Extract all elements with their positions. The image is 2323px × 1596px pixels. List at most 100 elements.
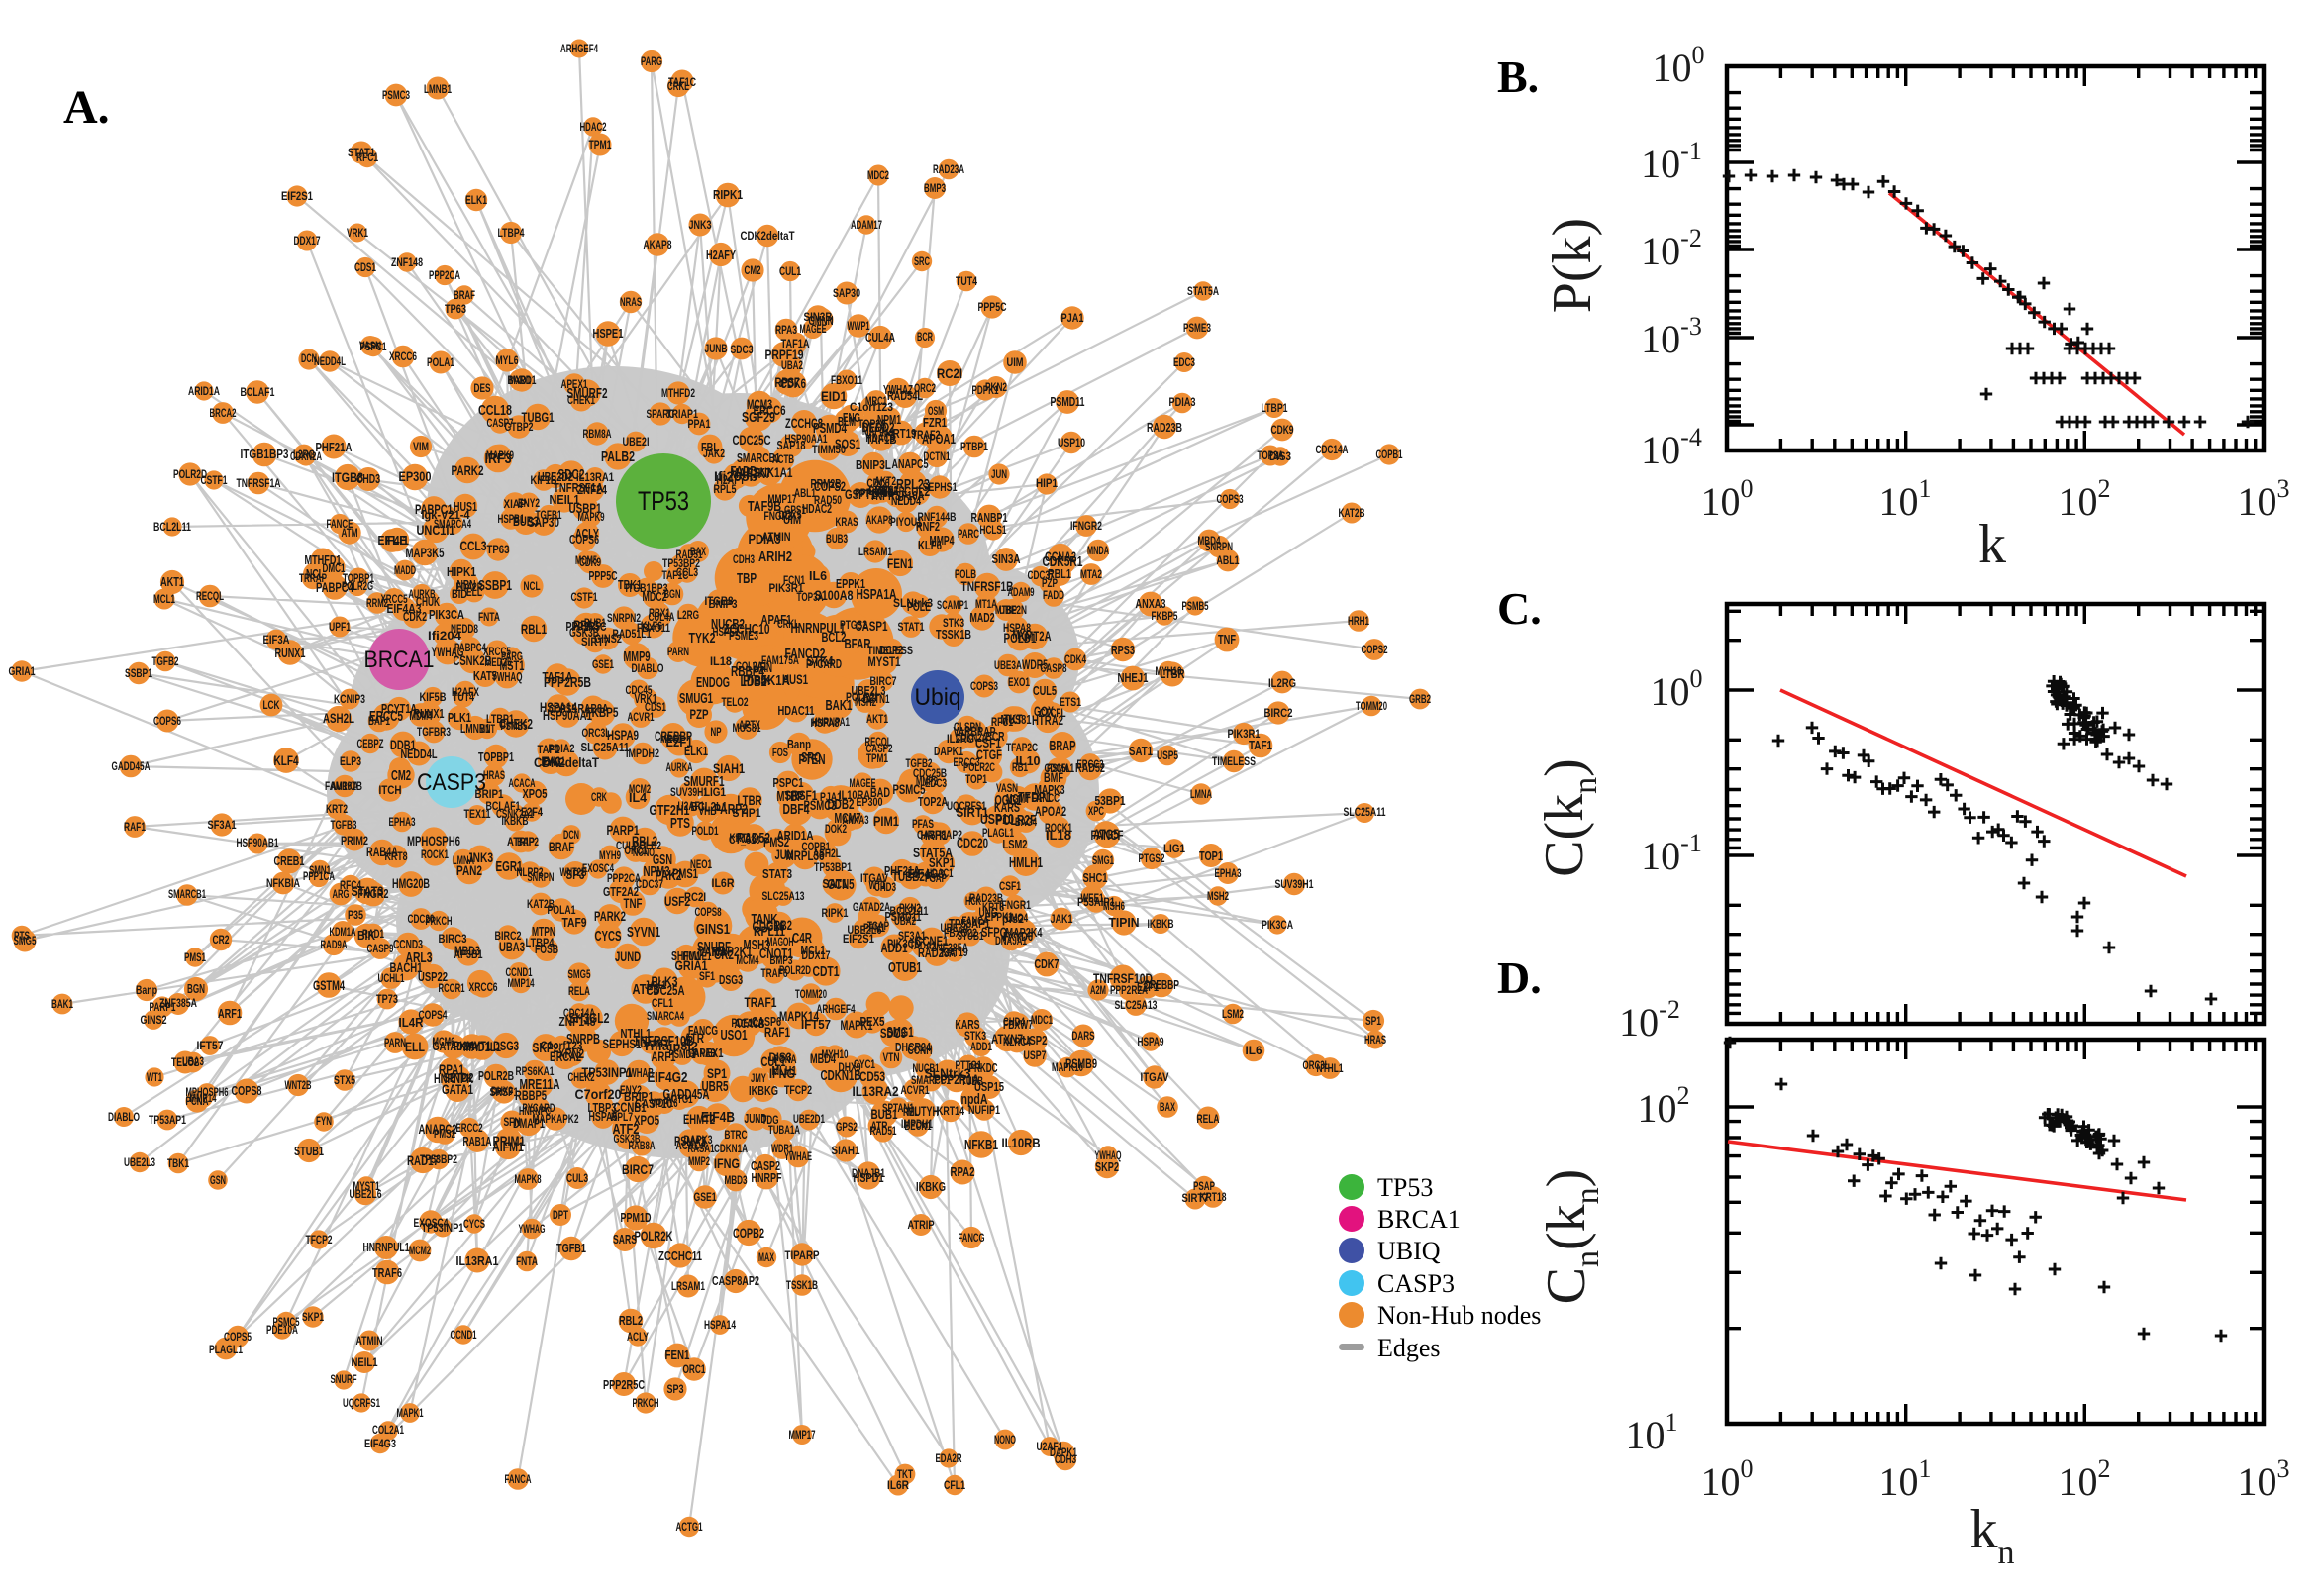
svg-text:PTEN: PTEN bbox=[799, 752, 826, 768]
svg-text:CUL3: CUL3 bbox=[566, 1173, 588, 1185]
svg-text:BCL2: BCL2 bbox=[822, 630, 847, 645]
svg-text:COPS3: COPS3 bbox=[1217, 494, 1244, 506]
svg-text:ARID1A: ARID1A bbox=[188, 386, 220, 398]
svg-text:TUT4: TUT4 bbox=[956, 276, 977, 288]
svg-text:MDC1: MDC1 bbox=[1031, 1014, 1053, 1027]
svg-text:EDC3: EDC3 bbox=[1173, 357, 1195, 369]
svg-text:CDC20: CDC20 bbox=[408, 914, 435, 926]
svg-text:HRAS: HRAS bbox=[1364, 1035, 1386, 1047]
svg-text:EP300: EP300 bbox=[399, 468, 432, 484]
svg-text:TADA3: TADA3 bbox=[910, 941, 937, 952]
svg-text:DIS3: DIS3 bbox=[769, 1050, 792, 1064]
svg-text:SLC25A11: SLC25A11 bbox=[581, 740, 630, 754]
svg-text:ENDOG: ENDOG bbox=[696, 675, 730, 691]
svg-text:EPHA3: EPHA3 bbox=[1215, 868, 1242, 880]
svg-text:IL6R: IL6R bbox=[887, 1480, 910, 1492]
svg-text:UBR5: UBR5 bbox=[702, 1079, 729, 1095]
svg-text:BMP3: BMP3 bbox=[924, 183, 946, 195]
svg-text:PARG: PARG bbox=[641, 55, 662, 68]
svg-text:CEBPZ: CEBPZ bbox=[357, 739, 384, 750]
svg-text:CULPOLD2: CULPOLD2 bbox=[616, 839, 661, 852]
svg-text:MTA2: MTA2 bbox=[1080, 569, 1102, 581]
svg-text:A2M: A2M bbox=[1090, 985, 1106, 997]
svg-text:MBD4: MBD4 bbox=[1198, 534, 1221, 548]
svg-text:BRAF: BRAF bbox=[454, 290, 475, 302]
svg-text:DPT: DPT bbox=[553, 1210, 568, 1222]
svg-text:MMP14: MMP14 bbox=[190, 1093, 217, 1105]
svg-text:C1orf123: C1orf123 bbox=[850, 401, 893, 414]
svg-text:LMNA: LMNA bbox=[1190, 789, 1212, 801]
svg-text:SMG5: SMG5 bbox=[568, 967, 591, 981]
svg-text:IMPDH2: IMPDH2 bbox=[626, 747, 659, 760]
svg-text:NUCB2: NUCB2 bbox=[711, 617, 745, 633]
svg-text:PSPC1: PSPC1 bbox=[360, 342, 387, 353]
svg-text:HRH1: HRH1 bbox=[1348, 616, 1369, 628]
svg-text:BMF: BMF bbox=[1044, 769, 1063, 785]
svg-text:NEO1: NEO1 bbox=[690, 859, 712, 871]
svg-text:COPS8: COPS8 bbox=[695, 907, 722, 919]
svg-text:PRKDC: PRKDC bbox=[969, 1061, 998, 1075]
svg-text:MADD: MADD bbox=[394, 565, 416, 577]
svg-text:ORC1: ORC1 bbox=[683, 1362, 706, 1376]
svg-text:ANXA3: ANXA3 bbox=[1136, 596, 1166, 611]
svg-text:BTRC: BTRC bbox=[725, 1128, 748, 1142]
svg-text:MAD2: MAD2 bbox=[970, 610, 995, 625]
svg-text:TNFRSF1A: TNFRSF1A bbox=[237, 476, 281, 490]
svg-text:TOP1: TOP1 bbox=[1199, 849, 1223, 863]
svg-text:RBM8A: RBM8A bbox=[583, 427, 612, 441]
svg-text:HNRNPUL1: HNRNPUL1 bbox=[363, 1241, 410, 1254]
svg-text:TNF: TNF bbox=[1218, 632, 1236, 647]
svg-text:FEN1: FEN1 bbox=[665, 1347, 690, 1362]
svg-text:BAG4: BAG4 bbox=[1015, 817, 1037, 829]
svg-text:KDM1A: KDM1A bbox=[330, 927, 356, 939]
svg-text:S100A8: S100A8 bbox=[815, 587, 854, 603]
svg-text:RPA3: RPA3 bbox=[775, 323, 797, 337]
svg-text:COPS8: COPS8 bbox=[232, 1083, 262, 1098]
svg-text:ABL1: ABL1 bbox=[1217, 553, 1240, 567]
svg-text:FANCA: FANCA bbox=[505, 1474, 532, 1486]
svg-text:BIRC2: BIRC2 bbox=[1264, 706, 1293, 720]
svg-text:COL2A1: COL2A1 bbox=[372, 1425, 404, 1437]
svg-text:DIABLO: DIABLO bbox=[108, 1112, 140, 1124]
svg-text:UBIQ: UBIQ bbox=[1377, 1237, 1441, 1265]
svg-text:TIPIN: TIPIN bbox=[1109, 915, 1140, 930]
svg-text:APEX1: APEX1 bbox=[561, 379, 588, 391]
svg-text:YWHAE: YWHAE bbox=[784, 1149, 812, 1163]
svg-text:SF3A1: SF3A1 bbox=[208, 818, 237, 832]
svg-text:RAB8A: RAB8A bbox=[629, 1141, 656, 1152]
svg-text:CDC14A: CDC14A bbox=[1316, 444, 1349, 456]
svg-text:CCL3: CCL3 bbox=[460, 538, 487, 553]
svg-text:DDX5: DDX5 bbox=[779, 508, 802, 522]
svg-text:JMY: JMY bbox=[751, 1073, 766, 1085]
svg-text:MSH2: MSH2 bbox=[1207, 891, 1229, 903]
svg-text:CASP1: CASP1 bbox=[856, 618, 888, 634]
svg-text:TBK1: TBK1 bbox=[167, 1158, 189, 1170]
svg-text:PIK3CA: PIK3CA bbox=[1262, 920, 1293, 932]
svg-text:HSPE1: HSPE1 bbox=[593, 326, 624, 341]
svg-text:RPS6KA1: RPS6KA1 bbox=[516, 1064, 555, 1078]
svg-text:PSMD11: PSMD11 bbox=[885, 909, 922, 924]
svg-text:KRT19: KRT19 bbox=[886, 426, 917, 441]
svg-text:IL4: IL4 bbox=[629, 790, 648, 805]
svg-text:TFCP2: TFCP2 bbox=[784, 1083, 812, 1097]
svg-text:UBA3: UBA3 bbox=[182, 1056, 204, 1068]
svg-text:COPS6: COPS6 bbox=[153, 714, 181, 728]
svg-text:MCM7: MCM7 bbox=[835, 811, 861, 827]
svg-text:HRAS: HRAS bbox=[483, 770, 505, 782]
svg-text:POLR2K: POLR2K bbox=[635, 1228, 673, 1244]
svg-text:FANCF: FANCF bbox=[1091, 827, 1124, 843]
svg-text:APOA2: APOA2 bbox=[1035, 804, 1066, 819]
svg-text:Banp: Banp bbox=[136, 984, 157, 997]
svg-text:C.: C. bbox=[1497, 583, 1542, 634]
svg-text:MAPK9: MAPK9 bbox=[486, 449, 514, 462]
svg-text:HNRNPK: HNRNPK bbox=[434, 1070, 473, 1086]
svg-text:PKN2: PKN2 bbox=[985, 382, 1007, 394]
svg-text:MAPK14: MAPK14 bbox=[779, 1008, 819, 1024]
svg-text:BUB1: BUB1 bbox=[871, 1107, 898, 1123]
svg-text:HDAC11: HDAC11 bbox=[778, 703, 815, 718]
svg-text:GATAD2A: GATAD2A bbox=[433, 1039, 475, 1053]
svg-text:EIF4B: EIF4B bbox=[701, 1110, 735, 1126]
svg-text:MDC2: MDC2 bbox=[867, 170, 889, 182]
svg-text:SLNtrk3: SLNtrk3 bbox=[925, 1065, 971, 1081]
svg-text:MCM2: MCM2 bbox=[409, 1244, 431, 1257]
